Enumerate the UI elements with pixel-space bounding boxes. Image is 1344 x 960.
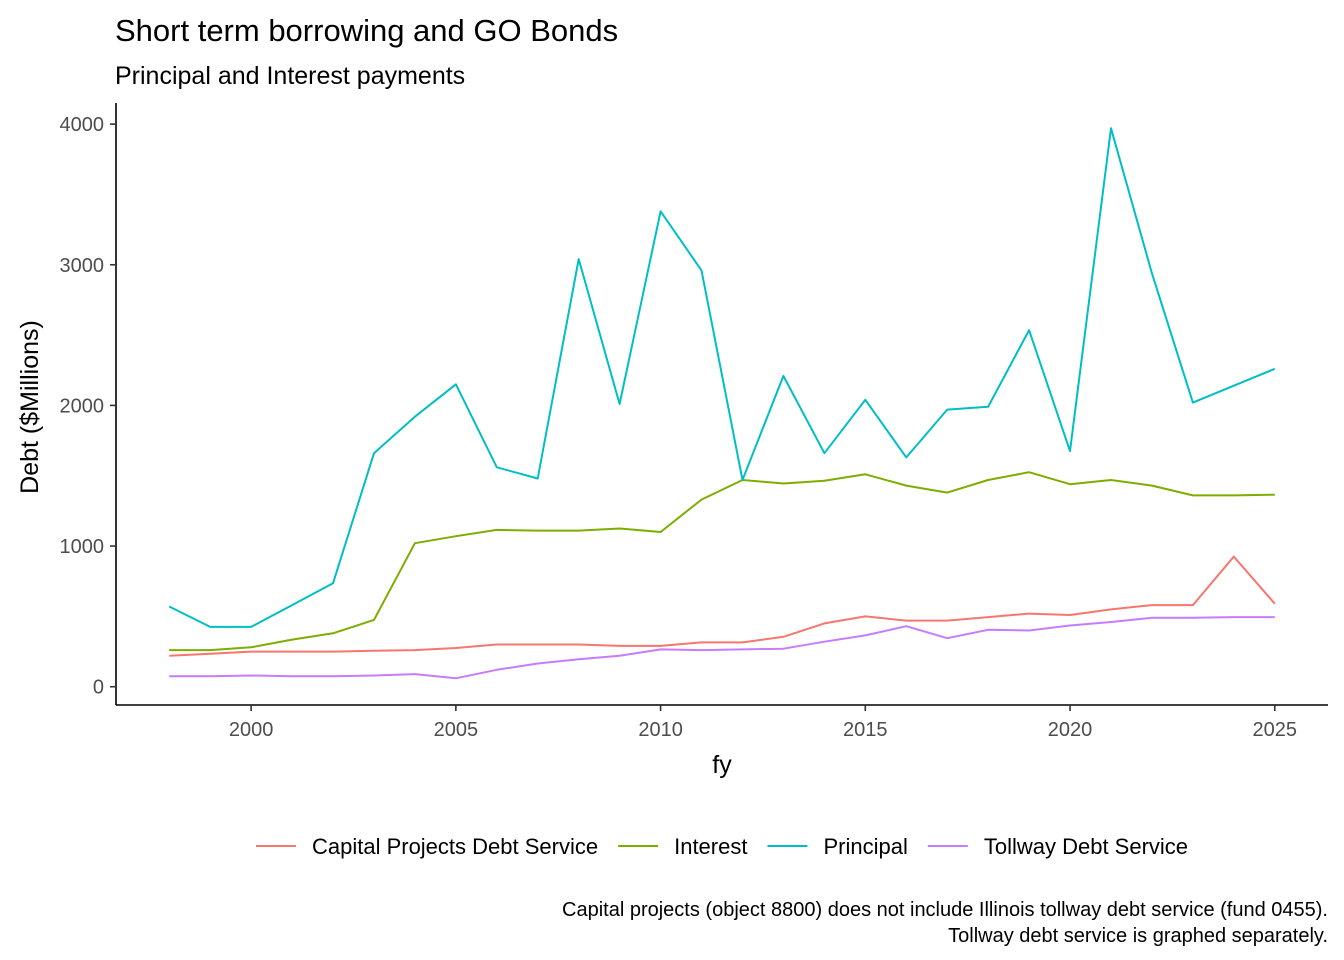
caption-line-1: Capital projects (object 8800) does not … xyxy=(562,899,1328,921)
x-axis-title: fy xyxy=(712,751,732,779)
y-tick-label: 3000 xyxy=(60,255,105,277)
series-group xyxy=(168,127,1276,680)
x-tick-label: 2025 xyxy=(1253,719,1298,741)
legend-label: Principal xyxy=(823,834,907,859)
x-tick-label: 2020 xyxy=(1048,719,1093,741)
legend-label: Interest xyxy=(674,834,747,859)
y-tick-label: 4000 xyxy=(60,114,105,136)
x-tick-label: 2005 xyxy=(434,719,479,741)
x-tick-label: 2000 xyxy=(229,719,274,741)
y-axis-title: Debt ($Millions) xyxy=(16,320,44,494)
x-tick-label: 2015 xyxy=(843,719,888,741)
series-line-tollway-debt-service xyxy=(169,616,1275,680)
y-tick-label: 2000 xyxy=(60,395,105,417)
x-axis-ticks: 2000 2005 2010 2015 2020 2025 xyxy=(229,705,1297,741)
chart-title: Short term borrowing and GO Bonds xyxy=(115,13,618,48)
y-axis-ticks: 0 1000 2000 3000 4000 xyxy=(60,114,116,699)
legend: Capital Projects Debt Service Interest Pri… xyxy=(255,834,1188,859)
series-line-interest xyxy=(169,471,1275,652)
chart-subtitle: Principal and Interest payments xyxy=(115,62,465,90)
legend-label: Capital Projects Debt Service xyxy=(312,834,598,859)
caption-line-2: Tollway debt service is graphed separate… xyxy=(948,925,1328,947)
legend-label: Tollway Debt Service xyxy=(984,834,1188,859)
x-tick-label: 2010 xyxy=(638,719,683,741)
series-line-principal xyxy=(168,127,1276,628)
series-line-capital-projects-debt-service xyxy=(169,555,1276,657)
y-tick-label: 1000 xyxy=(60,536,105,558)
y-tick-label: 0 xyxy=(93,677,104,699)
